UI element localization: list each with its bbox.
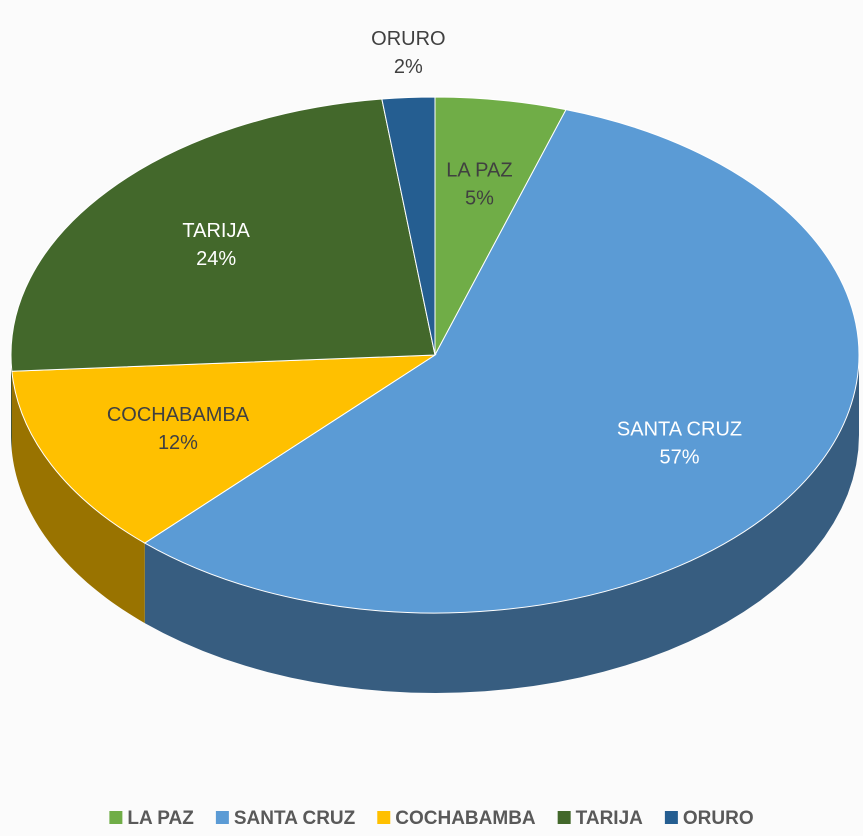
data-label-name: TARIJA — [182, 220, 250, 242]
slice — [143, 109, 860, 614]
data-label-value: 24% — [196, 248, 236, 270]
slice — [381, 96, 436, 356]
legend-swatch — [109, 811, 123, 824]
slice-side — [11, 371, 145, 624]
data-label-name: ORURO — [371, 28, 445, 50]
legend-label: COCHABAMBA — [395, 808, 536, 829]
slice — [11, 354, 437, 544]
data-label-value: 5% — [465, 188, 494, 210]
data-label-value: 57% — [660, 446, 700, 468]
slice-side — [11, 355, 12, 452]
slice — [10, 98, 436, 372]
data-label-value: 2% — [394, 56, 423, 78]
slice-side — [144, 355, 860, 693]
legend-label: LA PAZ — [127, 808, 194, 829]
data-label-name: COCHABAMBA — [107, 404, 250, 426]
legend-label: TARIJA — [576, 808, 643, 829]
legend-label: SANTA CRUZ — [234, 808, 356, 829]
legend-swatch — [215, 811, 229, 824]
data-label-value: 12% — [158, 432, 198, 454]
legend-label: ORURO — [683, 808, 754, 829]
legend-swatch — [664, 811, 678, 824]
legend-swatch — [377, 811, 391, 824]
data-label-name: LA PAZ — [446, 160, 512, 182]
legend: LA PAZ SANTA CRUZ COCHABAMBA TARIJA ORURO — [109, 808, 754, 829]
data-label-name: SANTA CRUZ — [617, 418, 742, 440]
legend-swatch — [557, 811, 571, 824]
